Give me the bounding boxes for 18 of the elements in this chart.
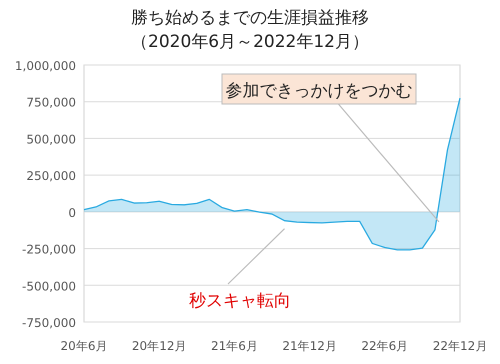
y-tick-label: -750,000 xyxy=(22,316,76,330)
annotation: 参加できっかけをつかむ xyxy=(226,81,412,101)
y-tick-label: 0 xyxy=(68,206,76,220)
y-tick-label: 500,000 xyxy=(26,132,76,146)
chart-title: 勝ち始めるまでの生涯損益推移 xyxy=(131,8,369,28)
x-tick-label: 20年6月 xyxy=(60,339,108,353)
x-tick-label: 20年12月 xyxy=(132,339,186,353)
y-tick-label: 250,000 xyxy=(26,169,76,184)
y-tick-label: 1,000,000 xyxy=(14,59,76,73)
x-tick-label: 22年6月 xyxy=(361,339,408,353)
chart-subtitle: （2020年6月～2022年12月） xyxy=(131,32,369,52)
annotation: 秒スキャ転向 xyxy=(189,291,291,311)
x-tick-label: 21年12月 xyxy=(282,339,337,353)
y-tick-label: -250,000 xyxy=(22,242,76,257)
x-tick-label: 21年6月 xyxy=(210,339,258,353)
y-tick-label: -500,000 xyxy=(22,279,76,294)
y-tick-label: 750,000 xyxy=(26,96,76,110)
x-tick-label: 22年12月 xyxy=(432,339,488,353)
